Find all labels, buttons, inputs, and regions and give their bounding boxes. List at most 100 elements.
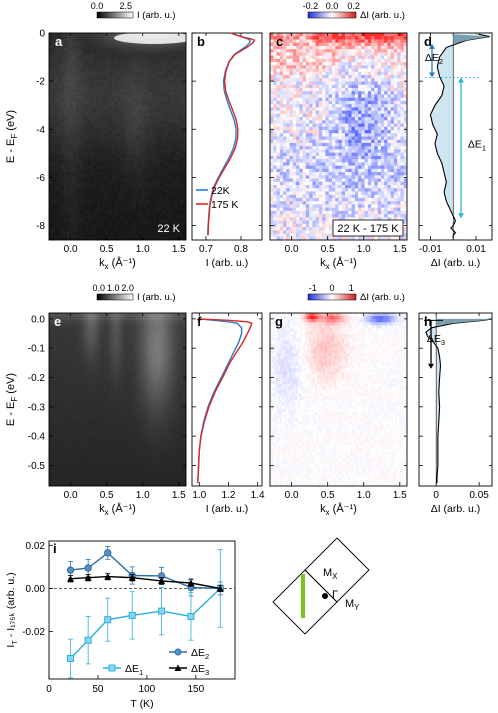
heatmap-c-cell	[273, 165, 277, 170]
heatmap-a-cell	[141, 169, 145, 173]
heatmap-a-cell	[126, 216, 130, 220]
heatmap-c-cell	[384, 110, 388, 115]
heatmap-a-cell	[75, 195, 80, 199]
heatmap-c-cell	[364, 42, 369, 47]
heatmap-a-cell	[114, 71, 118, 75]
heatmap-c-cell	[345, 65, 349, 69]
heatmap-c-cell	[292, 71, 297, 76]
heatmap-a-cell	[96, 169, 101, 173]
heatmap-a-cell	[49, 222, 53, 226]
heatmap-a-cell	[66, 160, 71, 164]
heatmap-a-cell	[177, 228, 181, 232]
heatmap-a-cell	[111, 145, 115, 149]
heatmap-a-cell	[183, 106, 186, 111]
heatmap-a-cell	[117, 115, 121, 120]
heatmap-a-cell	[135, 103, 139, 108]
heatmap-a-cell	[126, 106, 130, 111]
heatmap-c-cell	[371, 123, 375, 128]
heatmap-c-cell	[403, 49, 407, 53]
heatmap-a-cell	[162, 139, 166, 143]
heatmap-a-cell	[60, 174, 65, 179]
heatmap-c-cell	[374, 39, 379, 44]
heatmap-a-cell	[84, 154, 89, 158]
heatmap-a-cell	[60, 204, 65, 208]
heatmap-a-cell	[129, 219, 133, 223]
heatmap-c-cell	[279, 146, 284, 150]
heatmap-c-cell	[292, 55, 297, 60]
heatmap-a-cell	[105, 234, 109, 238]
heatmap-a-cell	[78, 192, 83, 197]
heatmap-a-cell	[120, 228, 124, 232]
heatmap-a-cell	[60, 86, 65, 90]
heatmap-c-cell	[335, 165, 339, 170]
heatmap-c-cell	[335, 75, 339, 79]
heatmap-a-cell	[144, 92, 148, 96]
heatmap-a-cell	[141, 219, 145, 223]
heatmap-c-cell	[309, 58, 313, 63]
heatmap-a-cell	[123, 204, 127, 208]
heatmap-a-cell	[114, 142, 118, 146]
heatmap-a-cell	[102, 154, 106, 158]
heatmap-a-cell	[108, 225, 112, 229]
heatmap-a-cell	[156, 148, 160, 152]
heatmap-c-cell	[318, 165, 323, 170]
heatmap-a-cell	[168, 198, 172, 202]
heatmap-a-cell	[54, 219, 59, 223]
heatmap-a-cell	[180, 213, 184, 217]
heatmap-a-cell	[168, 83, 172, 87]
heatmap-a-cell	[66, 127, 71, 131]
heatmap-a-cell	[126, 192, 130, 197]
heatmap-a-cell	[81, 198, 86, 202]
heatmap-c-cell	[279, 130, 284, 134]
heatmap-a-cell	[126, 80, 130, 84]
heatmap-c-cell	[384, 126, 388, 131]
heatmap-a-cell	[60, 210, 65, 214]
heatmap-c-cell	[341, 139, 346, 144]
heatmap-a-cell	[66, 201, 71, 205]
heatmap-c-cell	[325, 107, 330, 112]
heatmap-a-cell	[174, 95, 178, 99]
heatmap-c-cell	[283, 87, 287, 92]
heatmap-a-cell	[99, 112, 104, 117]
heatmap-c-cell	[325, 149, 330, 154]
heatmap-a-cell	[165, 112, 169, 117]
heatmap-a-cell	[63, 186, 68, 191]
heatmap-a-cell	[102, 89, 106, 93]
heatmap-a-cell	[72, 234, 77, 238]
heatmap-a-cell	[81, 118, 86, 123]
heatmap-c-cell	[283, 71, 287, 76]
heatmap-a-cell	[150, 231, 154, 235]
heatmap-a-cell	[141, 180, 145, 185]
heatmap-c-cell	[374, 146, 379, 150]
heatmap-a-cell	[111, 86, 115, 90]
heatmap-c-cell	[377, 58, 382, 63]
heatmap-a-cell	[63, 219, 68, 223]
heatmap-a-cell	[60, 171, 65, 176]
heatmap-c-cell	[393, 123, 398, 128]
heatmap-c-cell	[361, 152, 365, 157]
heatmap-c-cell	[325, 130, 330, 134]
heatmap-a-cell	[156, 166, 160, 170]
heatmap-a-cell	[87, 225, 92, 229]
heatmap-c-cell	[276, 107, 281, 112]
heatmap-a-cell	[111, 231, 115, 235]
heatmap-c-cell	[393, 68, 398, 73]
heatmap-a-cell	[144, 89, 148, 93]
heatmap-a-cell	[171, 98, 175, 102]
heatmap-a-cell	[63, 183, 68, 188]
heatmap-c-cell	[283, 110, 287, 115]
heatmap-a-cell	[153, 74, 157, 78]
heatmap-a-cell	[81, 201, 86, 205]
heatmap-c-cell	[358, 142, 362, 147]
heatmap-a-cell	[129, 198, 133, 202]
heatmap-a-cell	[162, 154, 166, 158]
heatmap-a-cell	[75, 115, 80, 120]
heatmap-a-cell	[87, 166, 92, 170]
heatmap-c-cell	[318, 123, 323, 128]
heatmap-c-cell	[273, 113, 277, 118]
heatmap-c-cell	[322, 142, 326, 147]
heatmap-a-cell	[123, 71, 127, 75]
heatmap-c-cell	[318, 65, 323, 69]
heatmap-a-cell	[78, 216, 83, 220]
heatmap-a-cell	[147, 177, 151, 182]
